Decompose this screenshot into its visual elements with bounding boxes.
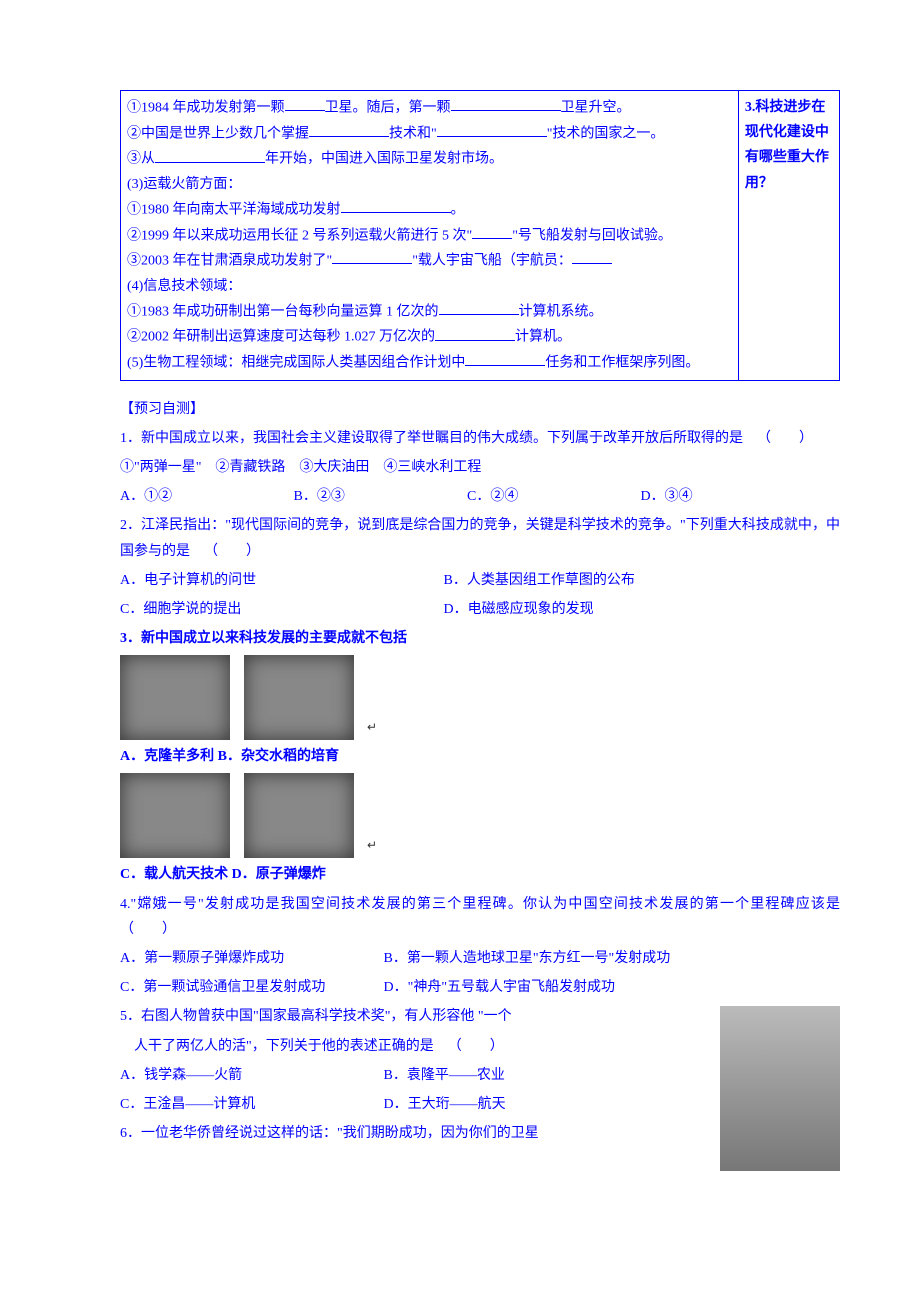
- t: ①1984 年成功发射第一颗: [127, 100, 285, 115]
- q4-B: B．第一颗人造地球卫星"东方红一号"发射成功: [384, 946, 671, 971]
- q4-paren: （ ）: [120, 917, 176, 942]
- q3-img-bomb: [244, 773, 354, 858]
- q4-C: C．第一颗试验通信卫星发射成功: [120, 975, 380, 1000]
- t: ③从: [127, 152, 155, 167]
- q3-C: C．载人航天技术: [120, 867, 228, 882]
- box-right: 3.科技进步在现代化建设中有哪些重大作用？: [738, 91, 839, 381]
- box-left: ①1984 年成功发射第一颗 卫星。随后，第一颗 卫星升空。 ②中国是世界上少数几个…: [121, 91, 739, 381]
- q1-A: A．①②: [120, 484, 290, 509]
- q5-figure-image: [720, 1006, 840, 1171]
- q5-A: A．钱学森——火箭: [120, 1063, 380, 1088]
- q1-B: B．②③: [294, 484, 464, 509]
- t: (5)生物工程领域：相继完成国际人类基因组合作计划中: [127, 355, 465, 370]
- t: (3)运载火箭方面：: [127, 172, 732, 197]
- ret-mark: ↵: [367, 720, 377, 734]
- q3-D: D．原子弹爆炸: [232, 867, 326, 882]
- t: 计算机。: [515, 330, 571, 345]
- t: 。: [451, 202, 465, 217]
- q4-D: D．"神舟"五号载人宇宙飞船发射成功: [384, 975, 616, 1000]
- q2-A: A．电子计算机的问世: [120, 568, 440, 593]
- content-box: ①1984 年成功发射第一颗 卫星。随后，第一颗 卫星升空。 ②中国是世界上少数几个…: [120, 90, 840, 381]
- q3-img-rice: [244, 655, 354, 740]
- q5-B: B．袁隆平——农业: [384, 1063, 505, 1088]
- q3-img-astronaut: [120, 773, 230, 858]
- q3-stem: 3．新中国成立以来科技发展的主要成就不包括: [120, 626, 840, 651]
- q1-C: C．②④: [467, 484, 637, 509]
- t: 计算机系统。: [519, 304, 603, 319]
- q3-img-sheep: [120, 655, 230, 740]
- q3-B: B．杂交水稻的培育: [218, 749, 339, 764]
- q3-A: A．克隆羊多利: [120, 749, 214, 764]
- ret-mark: ↵: [367, 838, 377, 852]
- q2-B: B．人类基因组工作草图的公布: [444, 568, 635, 593]
- q1-paren: （ ）: [757, 426, 813, 451]
- q5-D: D．王大珩——航天: [384, 1092, 506, 1117]
- q4-A: A．第一颗原子弹爆炸成功: [120, 946, 380, 971]
- q1-items: ①"两弹一星" ②青藏铁路 ③大庆油田 ④三峡水利工程: [120, 455, 840, 480]
- q5-stem-line2: 人干了两亿人的活"，下列关于他的表述正确的是: [120, 1039, 434, 1054]
- q4-stem: 4."嫦娥一号"发射成功是我国空间技术发展的第三个里程碑。你认为中国空间技术发展…: [120, 897, 840, 912]
- t: (4)信息技术领域：: [127, 274, 732, 299]
- q1-D: D．③④: [641, 484, 761, 509]
- t: ③2003 年在甘肃酒泉成功发射了": [127, 253, 332, 268]
- q5-paren: （ ）: [448, 1034, 504, 1059]
- q2-C: C．细胞学说的提出: [120, 597, 440, 622]
- t: ①1983 年成功研制出第一台每秒向量运算 1 亿次的: [127, 304, 439, 319]
- t: "载人宇宙飞船（宇航员：: [412, 253, 572, 268]
- t: 卫星。随后，第一颗: [325, 100, 451, 115]
- t: ①1980 年向南太平洋海域成功发射: [127, 202, 341, 217]
- q1-stem: 1．新中国成立以来，我国社会主义建设取得了举世瞩目的伟大成绩。下列属于改革开放后…: [120, 431, 743, 446]
- t: ②2002 年研制出运算速度可达每秒 1.027 万亿次的: [127, 330, 435, 345]
- q5-C: C．王淦昌——计算机: [120, 1092, 380, 1117]
- q2-D: D．电磁感应现象的发现: [444, 597, 594, 622]
- pretest-title: 【预习自测】: [120, 397, 840, 422]
- q2-paren: （ ）: [204, 539, 260, 564]
- t: "技术的国家之一。: [547, 126, 665, 141]
- t: ②中国是世界上少数几个掌握: [127, 126, 309, 141]
- t: ②1999 年以来成功运用长征 2 号系列运载火箭进行 5 次": [127, 228, 472, 243]
- t: 任务和工作框架序列图。: [545, 355, 699, 370]
- t: 卫星升空。: [561, 100, 631, 115]
- t: 技术和": [389, 126, 437, 141]
- t: 年开始，中国进入国际卫星发射市场。: [265, 152, 503, 167]
- t: "号飞船发射与回收试验。: [512, 228, 672, 243]
